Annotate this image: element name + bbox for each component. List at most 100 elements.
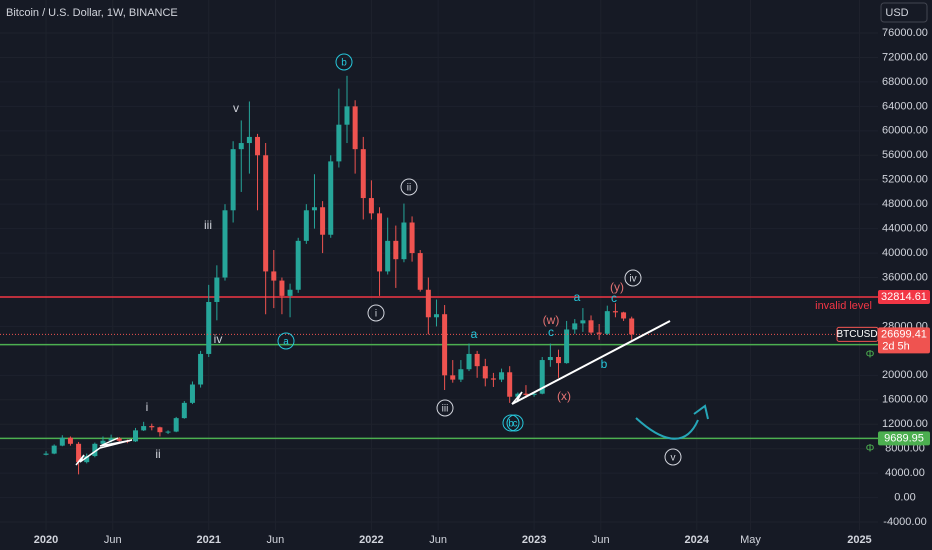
chart-title: Bitcoin / U.S. Dollar, 1W, BINANCE [6,7,178,19]
candle-body [181,402,187,419]
candle-body [271,271,277,281]
candle-body [255,136,261,156]
wave-circle [502,414,520,432]
level-text: Φ [866,442,875,454]
price-axis: 76000.00 72000.00 68000.00 64000.00 60000.00… [34,27,930,546]
candle-body [596,332,602,334]
wave-circle [436,399,454,417]
wave-label: a [283,337,289,348]
level-text: invalid level [815,300,872,312]
wave-label: iv [629,274,636,285]
y-tick-label: 44000.00 [882,223,928,235]
currency-button[interactable] [880,2,928,23]
wave-circle [506,414,524,432]
candle-body [206,301,212,354]
candle-body [238,143,244,150]
candle-body [198,353,204,385]
level-price-box [878,431,930,446]
candle-body [67,437,73,444]
y-tick-label: 12000.00 [882,418,928,430]
candle-body [564,329,570,364]
candle-body [482,366,488,379]
trend-line [511,391,523,405]
wave-label: b [508,419,514,430]
y-tick-label: -4000.00 [883,516,926,528]
candle-body [230,149,236,211]
x-tick-label: 2023 [522,534,546,546]
x-tick-label: 2025 [847,534,871,546]
y-tick-label: 52000.00 [882,174,928,186]
candle-body [523,393,529,395]
candle-body [572,323,578,330]
candle-body [612,311,618,313]
candle-body [580,320,586,324]
y-tick-label: 48000.00 [882,198,928,210]
candle-body [604,311,610,334]
wave-label: i [375,309,377,320]
x-tick-label: May [740,534,761,546]
trend-line [511,320,671,405]
candle-body [442,314,448,376]
wave-label: b [601,357,608,371]
y-tick-label: 40000.00 [882,247,928,259]
candle-body [165,431,171,433]
candle-body [409,222,415,254]
candle-body [328,161,334,235]
symbol-label: BTCUSD [836,329,877,340]
candle-body [547,357,553,361]
x-tick-label: 2021 [196,534,220,546]
candle-body [303,210,309,241]
candle-body [450,375,456,380]
wave-label: c [513,419,518,430]
candle-body [588,320,594,333]
y-tick-label: 56000.00 [882,149,928,161]
plot: invalid levelΦΦviiiiviiibaiiiiiiabc(w)c(… [0,53,878,475]
projection-arrow [635,417,699,440]
wave-label: b [341,58,347,69]
candle-body [368,198,374,214]
candle-body [377,213,383,272]
wave-label: a [471,327,478,341]
wave-circle [400,178,418,196]
candle-body [43,453,49,455]
wave-circle [335,53,353,71]
candle-body [385,240,391,272]
countdown-label: 2d 5h [882,340,910,352]
candle-body [393,240,399,260]
y-tick-label: 68000.00 [882,76,928,88]
candle-body [555,357,561,364]
wave-label: iv [214,332,223,346]
candle-body [76,443,82,463]
x-tick-label: Jun [429,534,447,546]
candle-body [360,149,366,199]
currency-label[interactable]: USD [885,7,908,19]
y-tick-label: 76000.00 [882,27,928,39]
candle-body [621,312,627,319]
wave-label: iii [442,404,449,415]
candle-body [51,445,57,454]
y-tick-label: 8000.00 [885,443,925,455]
triangle-drawing [75,437,133,466]
candle-body [515,393,521,397]
y-tick-label: 64000.00 [882,100,928,112]
x-tick-label: Jun [104,534,122,546]
arrow-head [693,404,709,420]
wave-label: a [574,290,581,304]
wave-label: (y) [610,280,624,294]
wave-label: ii [407,183,411,194]
candle-body [336,124,342,162]
level-price-label: 9689.95 [884,432,924,444]
candle-body [433,314,439,318]
candle-body [116,438,122,441]
wave-circle [277,332,295,350]
grid [0,0,878,530]
candle-body [499,372,505,380]
candle-body [344,106,350,125]
wave-circle [664,448,682,466]
candle-body [466,353,472,370]
wave-label: (w) [543,313,560,327]
candle-body [629,318,635,335]
candle-body [157,427,163,433]
